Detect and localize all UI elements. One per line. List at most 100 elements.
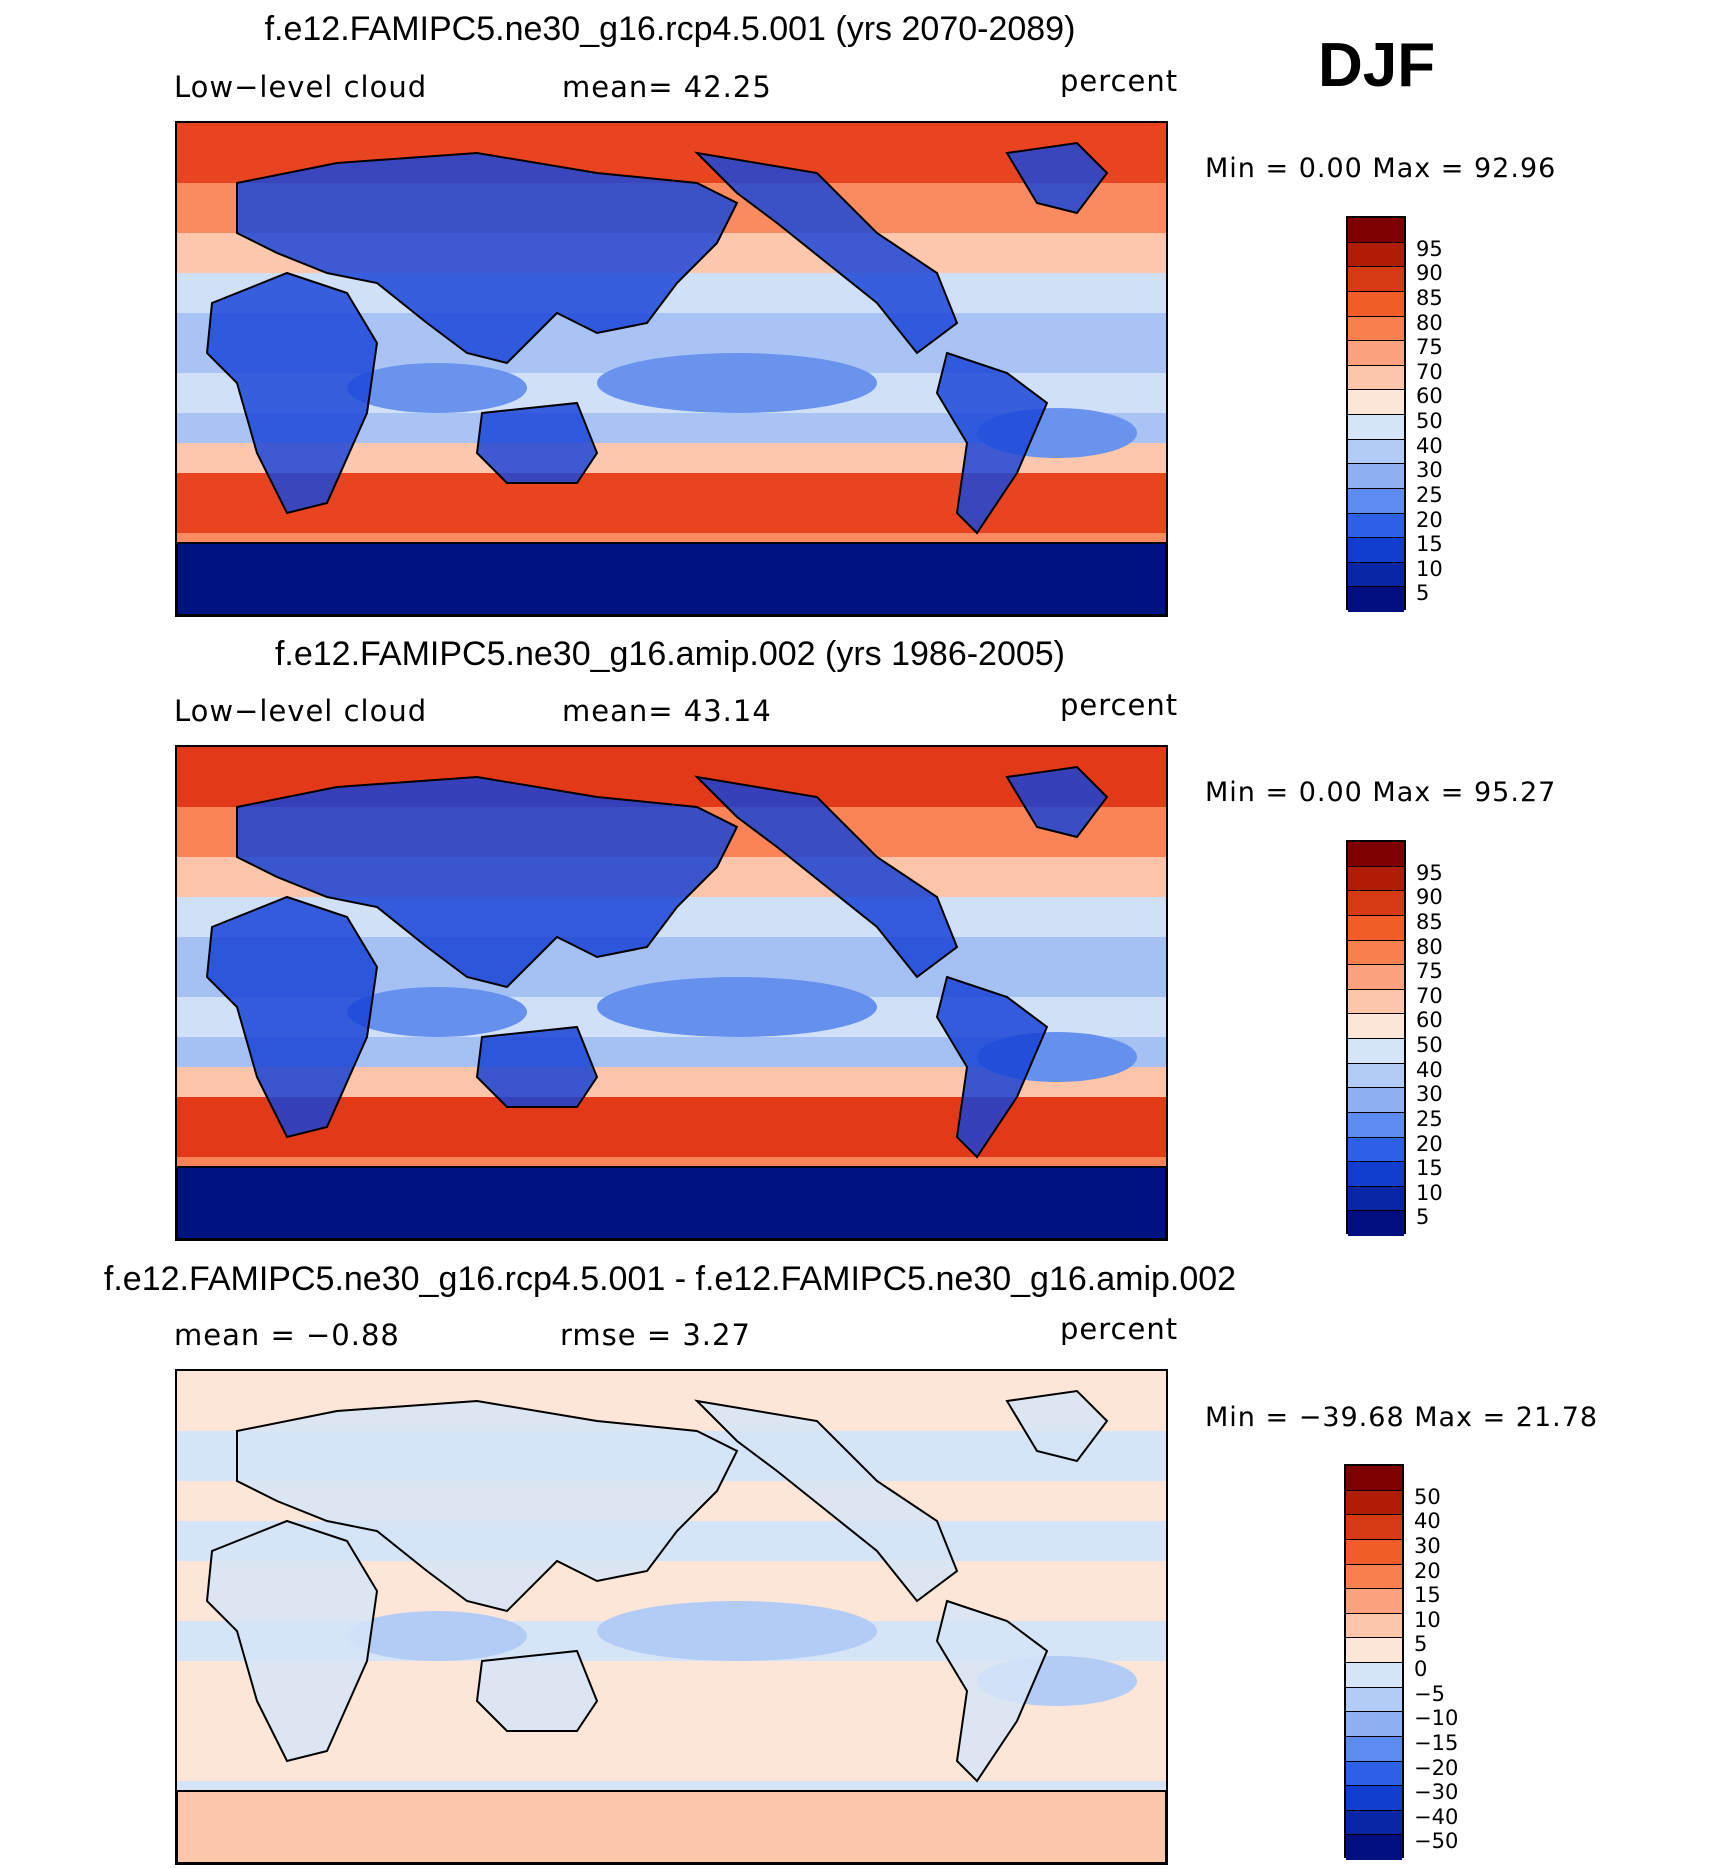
colorbar-swatch	[1348, 1211, 1404, 1236]
continent-outline	[475, 1649, 599, 1732]
unit-label: percent	[1060, 64, 1179, 98]
unit-label: percent	[1060, 1312, 1179, 1346]
map-svg	[177, 123, 1166, 615]
colorbar-tick-label: 50	[1416, 1033, 1443, 1057]
colorbar-tick-label: −5	[1414, 1681, 1445, 1706]
colorbar-swatch	[1348, 390, 1404, 415]
colorbar-swatch	[1346, 1613, 1402, 1639]
colorbar-future: 95 90 85 80 75 70 60 50 40 30 25 20 15 10 5	[1346, 216, 1443, 612]
colorbar-tick-label: 90	[1416, 885, 1443, 910]
colorbar-tick-label: −10	[1414, 1706, 1459, 1731]
colorbar-swatch	[1346, 1712, 1402, 1737]
continent-outline	[236, 151, 739, 365]
colorbar-swatch	[1348, 341, 1404, 366]
colorbar-tick-label: 15	[1414, 1583, 1441, 1608]
colorbar-difference: 50 40 30 20 15 10 5 0 −5 −10 −15 −20 −30 −40 −50	[1344, 1464, 1458, 1860]
colorbar-tick-label: 75	[1416, 335, 1443, 360]
colorbar-swatch	[1346, 1589, 1402, 1614]
colorbar-swatch	[1348, 989, 1404, 1015]
colorbar-swatch	[1348, 1088, 1404, 1113]
colorbar-tick-label: 70	[1416, 359, 1443, 384]
continent-outline	[236, 1399, 739, 1613]
colorbar-swatch	[1346, 1810, 1402, 1836]
continent-outline	[694, 775, 959, 979]
colorbar-swatch	[1346, 1539, 1402, 1565]
stratocumulus-patch	[597, 353, 877, 413]
continent-outline	[694, 1399, 959, 1603]
colorbar-swatch	[1348, 891, 1404, 916]
continent-outline	[236, 775, 739, 989]
colorbar-tick-label: −15	[1414, 1730, 1459, 1755]
colorbar-tick-label: 40	[1416, 1057, 1443, 1082]
colorbar-swatches	[1346, 840, 1406, 1236]
stratocumulus-patch	[597, 977, 877, 1037]
map-svg	[177, 747, 1166, 1239]
continent-outline	[205, 895, 379, 1139]
colorbar-tick-label: 10	[1414, 1607, 1441, 1632]
colorbar-tick-label: 10	[1416, 556, 1443, 581]
colorbar-tick-label: 5	[1414, 1632, 1428, 1657]
continent-outline	[935, 351, 1049, 535]
colorbar-swatch	[1348, 1112, 1404, 1138]
colorbar-tick-label: 80	[1416, 934, 1443, 959]
colorbar-swatch	[1348, 562, 1404, 588]
colorbar-tick-label: 15	[1416, 532, 1443, 557]
continent-outline	[935, 1599, 1049, 1783]
colorbar-swatch	[1348, 1186, 1404, 1212]
season-label: DJF	[1318, 31, 1436, 100]
continent-outline	[1005, 141, 1109, 215]
colorbar-swatch	[1348, 842, 1404, 867]
colorbar-tick-label: 15	[1416, 1156, 1443, 1181]
colorbar-tick-label: 75	[1416, 959, 1443, 984]
panel-title: f.e12.FAMIPC5.ne30_g16.rcp4.5.001 (yrs 2…	[264, 10, 1076, 48]
colorbar-swatch	[1348, 267, 1404, 292]
continent-outline	[205, 271, 379, 515]
continent-outline	[694, 151, 959, 355]
colorbar-tick-label: 50	[1414, 1484, 1441, 1509]
map-future	[175, 121, 1168, 617]
stratocumulus-patch	[347, 987, 527, 1037]
colorbar-swatch	[1348, 940, 1404, 966]
colorbar-tick-label: 20	[1414, 1558, 1441, 1583]
colorbar-tick-label: 30	[1416, 1082, 1443, 1107]
continent-outline	[1005, 1389, 1109, 1463]
colorbar-control: 95 90 85 80 75 70 60 50 40 30 25 20 15 10 5	[1346, 840, 1443, 1236]
colorbar-swatch	[1348, 439, 1404, 465]
colorbar-tick-label: 0	[1414, 1657, 1428, 1681]
colorbar-tick-label: 40	[1414, 1509, 1441, 1534]
colorbar-tick-label: 85	[1416, 909, 1443, 934]
colorbar-tick-label: 90	[1416, 261, 1443, 286]
colorbar-swatch	[1348, 1039, 1404, 1064]
colorbar-swatch	[1346, 1663, 1402, 1688]
min-max-label: Min = 0.00 Max = 92.96	[1205, 153, 1557, 184]
panel-title: f.e12.FAMIPC5.ne30_g16.amip.002 (yrs 198…	[274, 635, 1066, 673]
map-svg	[177, 1371, 1166, 1863]
colorbar-swatch	[1346, 1564, 1402, 1590]
colorbar-swatch	[1348, 316, 1404, 342]
colorbar-tick-label: 70	[1416, 983, 1443, 1008]
colorbar-tick-label: 30	[1416, 458, 1443, 483]
colorbar-tick-label: 5	[1416, 581, 1430, 606]
colorbar-swatch	[1346, 1687, 1402, 1713]
colorbar-tick-label: −20	[1414, 1755, 1459, 1780]
colorbar-tick-label: 60	[1416, 384, 1443, 409]
stratocumulus-patch	[347, 363, 527, 413]
panel-title: f.e12.FAMIPC5.ne30_g16.rcp4.5.001 - f.e1…	[103, 1260, 1237, 1298]
map-control	[175, 745, 1168, 1241]
colorbar-tick-label: 25	[1416, 1106, 1443, 1131]
stratocumulus-patch	[597, 1601, 877, 1661]
colorbar-tick-label: 5	[1416, 1205, 1430, 1230]
colorbar-tick-label: 20	[1416, 507, 1443, 532]
colorbar-swatch	[1346, 1786, 1402, 1811]
colorbar-swatch	[1348, 464, 1404, 489]
colorbar-tick-label: 95	[1416, 860, 1443, 885]
continent-outline	[177, 1790, 1166, 1863]
continent-outline	[475, 1025, 599, 1108]
colorbar-swatch	[1346, 1835, 1402, 1860]
mean-label: mean= 42.25	[562, 70, 772, 104]
min-max-label: Min = −39.68 Max = 21.78	[1205, 1402, 1599, 1433]
colorbar-swatches	[1344, 1464, 1404, 1860]
colorbar-swatch	[1348, 1014, 1404, 1039]
colorbar-tick-label: 95	[1416, 236, 1443, 261]
colorbar-swatch	[1348, 291, 1404, 317]
